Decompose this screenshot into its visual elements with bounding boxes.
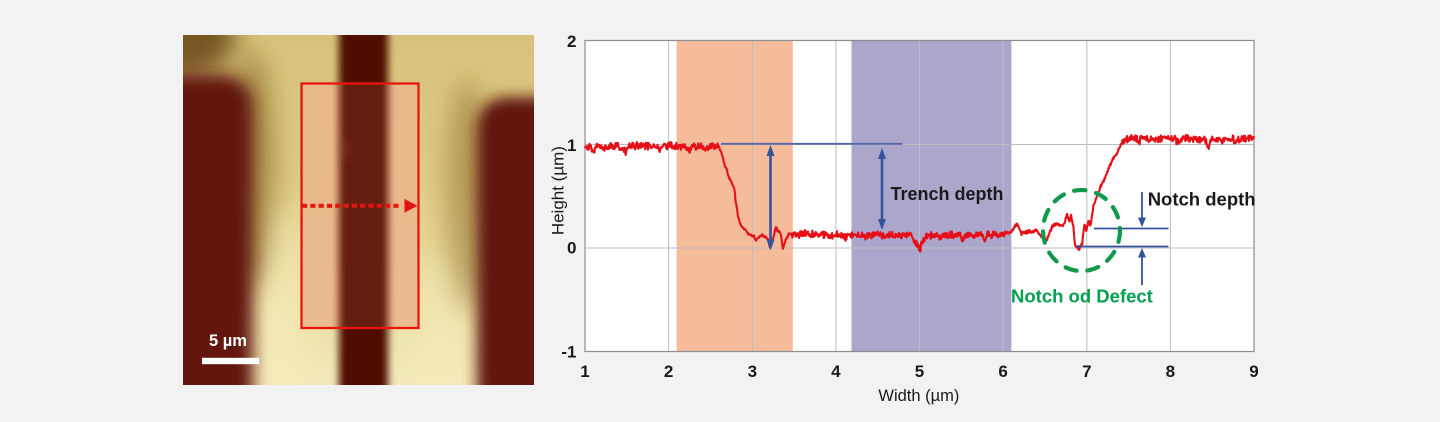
svg-text:5: 5 bbox=[915, 362, 924, 381]
svg-text:Width (µm): Width (µm) bbox=[878, 387, 959, 405]
svg-text:2: 2 bbox=[664, 362, 673, 381]
svg-text:Trench depth: Trench depth bbox=[891, 184, 1004, 204]
svg-text:3: 3 bbox=[748, 362, 757, 381]
svg-text:1: 1 bbox=[567, 136, 576, 155]
svg-text:2: 2 bbox=[567, 32, 576, 51]
svg-text:9: 9 bbox=[1249, 362, 1258, 381]
svg-text:Height (µm): Height (µm) bbox=[548, 146, 567, 235]
svg-text:0: 0 bbox=[567, 239, 576, 258]
svg-text:8: 8 bbox=[1166, 362, 1175, 381]
svg-text:Notch od Defect: Notch od Defect bbox=[1011, 286, 1153, 307]
svg-text:-1: -1 bbox=[561, 343, 576, 362]
svg-text:Notch depth: Notch depth bbox=[1148, 189, 1256, 210]
svg-text:7: 7 bbox=[1082, 362, 1091, 381]
svg-text:5 µm: 5 µm bbox=[209, 332, 247, 350]
svg-text:4: 4 bbox=[831, 362, 841, 381]
svg-text:1: 1 bbox=[580, 362, 589, 381]
svg-text:6: 6 bbox=[998, 362, 1007, 381]
